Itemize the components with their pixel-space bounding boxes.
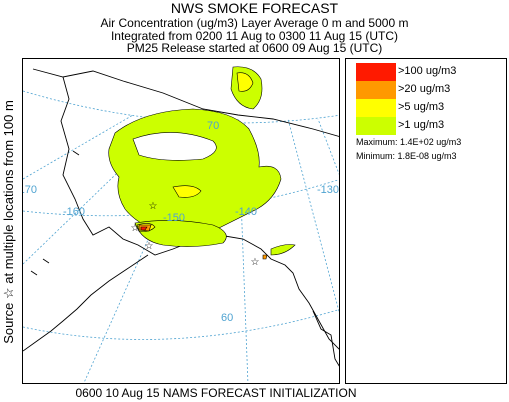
graticule-meridian-120: [317, 118, 339, 175]
release-info: PM25 Release started at 0600 09 Aug 15 (…: [126, 41, 383, 55]
legend-label: >20 ug/m3: [398, 83, 451, 95]
coastline: [23, 68, 339, 367]
legend-swatch: [356, 63, 396, 81]
legend-label: >5 ug/m3: [398, 101, 445, 113]
smoke-band-gt1-east: [270, 244, 296, 256]
lon-label-130: -130: [317, 184, 339, 196]
coastline-west: [60, 76, 339, 350]
smoke-clear-interior: [132, 132, 217, 161]
legend-swatch: [356, 117, 396, 135]
graticule-parallel-60: [23, 309, 339, 340]
source-markers: ☆ ☆ ☆ ☆: [131, 201, 260, 268]
lat-label-60: 60: [221, 312, 233, 324]
legend-label: >1 ug/m3: [398, 119, 445, 131]
coastline-north: [32, 68, 339, 137]
smoke-band-gt5-north: [236, 72, 254, 92]
source-marker: ☆: [149, 201, 158, 212]
smoke-band-gt5-middle: [172, 185, 202, 198]
lon-label-170: -170: [23, 184, 37, 196]
coastline-islands: [30, 150, 80, 276]
map-svg: ☆ ☆ ☆ ☆ -170 -160 -150 -140 -130 70 60: [23, 66, 339, 383]
legend-item-gt1: >1 ug/m3: [356, 117, 496, 135]
legend-panel: >100 ug/m3 >20 ug/m3 >5 ug/m3 >1 ug/m3 M…: [345, 58, 507, 384]
lon-label-150: -150: [163, 212, 185, 224]
lon-label-140: -140: [235, 206, 257, 218]
smoke-plume: [108, 66, 296, 260]
graticule-meridian-170: [23, 114, 134, 180]
legend-label: >100 ug/m3: [398, 65, 457, 77]
legend-swatch: [356, 81, 396, 99]
lon-label-160: -160: [63, 206, 85, 218]
legend-swatch: [356, 99, 396, 117]
integration-period: Integrated from 0200 11 Aug to 0300 11 A…: [110, 29, 399, 43]
legend-maximum: Maximum: 1.4E+02 ug/m3: [356, 137, 462, 147]
source-side-label: Source ☆ at multiple locations from 100 …: [0, 58, 18, 386]
legend-item-gt20: >20 ug/m3: [356, 81, 496, 99]
legend-item-gt5: >5 ug/m3: [356, 99, 496, 117]
concentration-subtitle: Air Concentration (ug/m3) Layer Average …: [100, 16, 409, 30]
source-marker: ☆: [251, 257, 260, 268]
forecast-footer: 0600 10 Aug 15 NAMS FORECAST INITIALIZAT…: [75, 386, 357, 400]
graticule-meridian-130: [287, 118, 339, 314]
source-marker: ☆: [145, 241, 154, 252]
coastline-panhandle: [312, 310, 339, 367]
smoke-band-gt20-east: [262, 254, 268, 260]
graticule-labels: -170 -160 -150 -140 -130 70 60: [23, 120, 339, 324]
map-panel: ☆ ☆ ☆ ☆ -170 -160 -150 -140 -130 70 60: [22, 58, 340, 384]
source-side-label-text: Source ☆ at multiple locations from 100 …: [1, 100, 16, 344]
coastline-peninsula: [23, 254, 149, 352]
map-title: NWS SMOKE FORECAST: [170, 0, 339, 16]
source-marker: ☆: [131, 223, 140, 234]
legend-item-gt100: >100 ug/m3: [356, 63, 496, 81]
legend-minimum: Minimum: 1.8E-08 ug/m3: [356, 151, 457, 161]
smoke-band-gt1-southern: [134, 220, 227, 247]
lat-label-70: 70: [207, 120, 219, 132]
smoke-band-gt100-west: [140, 226, 148, 231]
